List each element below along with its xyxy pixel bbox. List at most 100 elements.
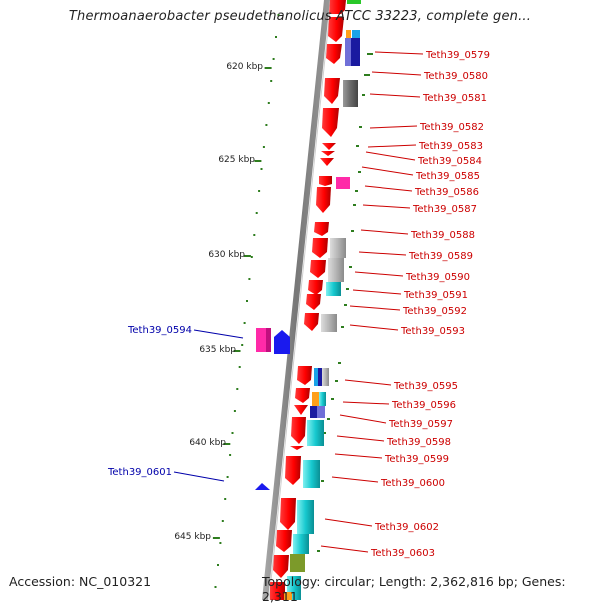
scale-dot [260,168,263,170]
gene-arrow[interactable] [322,143,336,150]
scale-dash [254,160,262,162]
gene-label[interactable]: Teth39_0594 [127,325,192,336]
scale-dot [236,388,239,390]
label-leader [324,518,373,527]
gene-label[interactable]: Teth39_0603 [370,548,435,559]
scale-dot [272,58,275,60]
gene-arrow[interactable] [306,294,321,310]
gene-arrow[interactable] [312,238,328,258]
gene-arrow[interactable] [280,498,296,530]
scale-labels: 620 kbp 625 kbp 630 kbp 635 kbp 640 kbp 645 k… [174,62,263,542]
feature-dot [341,326,344,328]
gene-arrow[interactable] [329,0,346,14]
gene-label[interactable]: Teth39_0584 [417,156,482,167]
scale-dot [233,410,236,412]
gene-label[interactable]: Teth39_0589 [408,251,473,262]
gene-arrow[interactable] [285,456,301,485]
label-leader [193,329,244,339]
feature-dot [356,145,359,147]
gene-label[interactable]: Teth39_0586 [414,187,479,198]
label-leader [344,379,392,386]
scale-dot [231,432,234,434]
gene-label[interactable]: Teth39_0599 [384,454,449,465]
feature-dot [317,550,320,552]
feature-ticks [317,53,373,552]
label-leader [374,51,424,55]
gene-label[interactable]: Teth39_0597 [388,419,453,430]
scale-dot [253,234,256,236]
gene-arrow[interactable] [322,108,339,137]
label-leader [365,151,416,161]
gene-label[interactable]: Teth39_0583 [418,141,483,152]
gene-arrow[interactable] [291,417,306,444]
gene-arrow[interactable] [276,530,292,552]
gene-label[interactable]: Teth39_0590 [405,272,470,283]
label-leader [349,324,399,331]
label-leader [354,271,404,277]
gene-arrow[interactable] [324,78,340,104]
feature-dot [338,362,341,364]
gene-arrow[interactable] [255,483,270,490]
gene-arrow[interactable] [319,176,332,186]
gene-label[interactable]: Teth39_0580 [423,71,488,82]
scale-dot [214,586,217,588]
gene-label[interactable]: Teth39_0602 [374,522,439,533]
reverse-gene-track [255,328,290,490]
scale-dot [226,476,229,478]
gene-label[interactable]: Teth39_0581 [422,93,487,104]
scale-dot [241,344,244,346]
gene-arrow[interactable] [297,366,312,385]
scale-label: 630 kbp [208,250,245,260]
scale-dot [219,542,222,544]
gene-arrow[interactable] [316,187,331,213]
scale-dot [277,14,280,16]
gene-track [270,0,346,600]
gene-label[interactable]: Teth39_0588 [410,230,475,241]
gene-arrow[interactable] [310,260,326,278]
gene-arrow[interactable] [321,151,335,156]
gene-label[interactable]: Teth39_0587 [412,204,477,215]
gene-arrow[interactable] [314,222,329,236]
scale-dot [250,256,253,258]
gene-arrow[interactable] [290,446,304,450]
gene-label[interactable]: Teth39_0600 [380,478,445,489]
gene-arrow[interactable] [304,313,319,331]
scale-dot [238,366,241,368]
feature-dot [349,266,352,268]
gene-arrow[interactable] [308,280,323,295]
scale-label: 635 kbp [199,345,236,355]
scale-label: 645 kbp [174,532,211,542]
gene-label[interactable]: Teth39_0591 [403,290,468,301]
gene-label[interactable]: Teth39_0579 [425,50,490,61]
scale-dot [267,102,270,104]
gene-arrow[interactable] [270,582,285,600]
gene-arrow[interactable] [294,405,308,415]
gene-label[interactable]: Teth39_0598 [386,437,451,448]
feature-dot [351,230,354,232]
scale-major-ticks [212,67,272,539]
gene-arrow[interactable] [328,17,344,42]
gene-label[interactable]: Teth39_0595 [393,381,458,392]
gene-label[interactable]: Teth39_0596 [391,400,456,411]
gene-arrow[interactable] [326,44,342,64]
scale-dot [246,300,248,302]
gene-arrow[interactable] [273,555,289,578]
gene-label[interactable]: Teth39_0582 [419,122,484,133]
scale-dash [264,67,272,69]
gene-label[interactable]: Teth39_0593 [400,326,465,337]
label-leader [369,125,418,129]
label-leader [369,93,421,98]
label-leader [342,401,390,405]
gene-arrow[interactable] [320,158,334,166]
gene-arrow[interactable] [274,330,290,354]
scale-dot [229,454,232,456]
gene-label[interactable]: Teth39_0601 [107,467,172,478]
label-leader [367,144,417,148]
feature-dot [335,380,338,382]
gene-label[interactable]: Teth39_0592 [402,306,467,317]
scale-dot [265,124,268,126]
scale-dot [217,564,219,566]
gene-arrow[interactable] [295,388,310,403]
gene-label[interactable]: Teth39_0585 [415,171,480,182]
